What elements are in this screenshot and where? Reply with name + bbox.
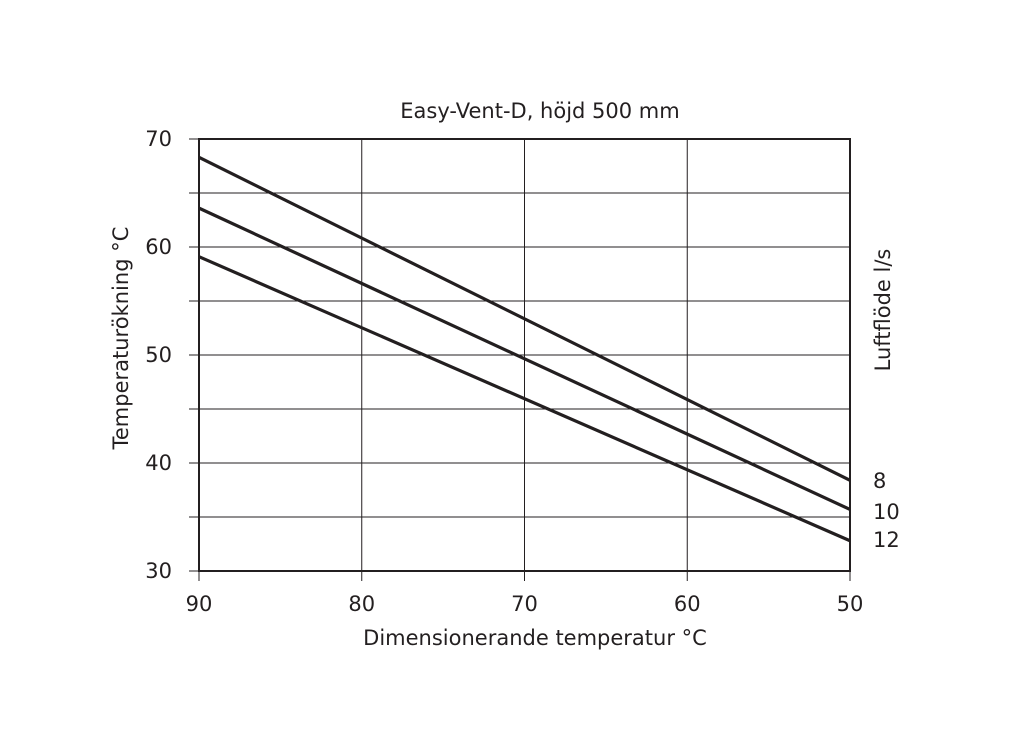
y-tick-label: 70	[145, 127, 172, 151]
series-label-10: 10	[873, 500, 900, 524]
series-lines	[198, 155, 851, 543]
series-labels: 8 10 12	[873, 469, 900, 552]
series-label-12: 12	[873, 528, 900, 552]
x-tick-label: 90	[186, 592, 213, 616]
plot-frame	[198, 138, 851, 572]
right-axis-label: Luftflöde l/s	[871, 249, 895, 372]
grid	[189, 138, 851, 581]
series-line-12	[198, 255, 851, 543]
x-tick-label: 50	[837, 592, 864, 616]
series-label-8: 8	[873, 469, 886, 493]
x-tick-label: 70	[511, 592, 538, 616]
y-tick-label: 30	[145, 559, 172, 583]
x-axis-label: Dimensionerande temperatur °C	[363, 626, 707, 650]
chart-title: Easy-Vent-D, höjd 500 mm	[400, 99, 679, 123]
y-axis-label: Temperaturökning °C	[109, 227, 133, 451]
y-tick-label: 50	[145, 343, 172, 367]
x-tick-label: 80	[348, 592, 375, 616]
y-tick-label: 40	[145, 451, 172, 475]
series-line-10	[198, 206, 851, 511]
series-line-8	[198, 155, 851, 482]
y-tick-label: 60	[145, 235, 172, 259]
x-tick-label: 60	[674, 592, 701, 616]
tick-labels: 90 80 70 60 50 30 40 50 60 70	[145, 127, 863, 616]
